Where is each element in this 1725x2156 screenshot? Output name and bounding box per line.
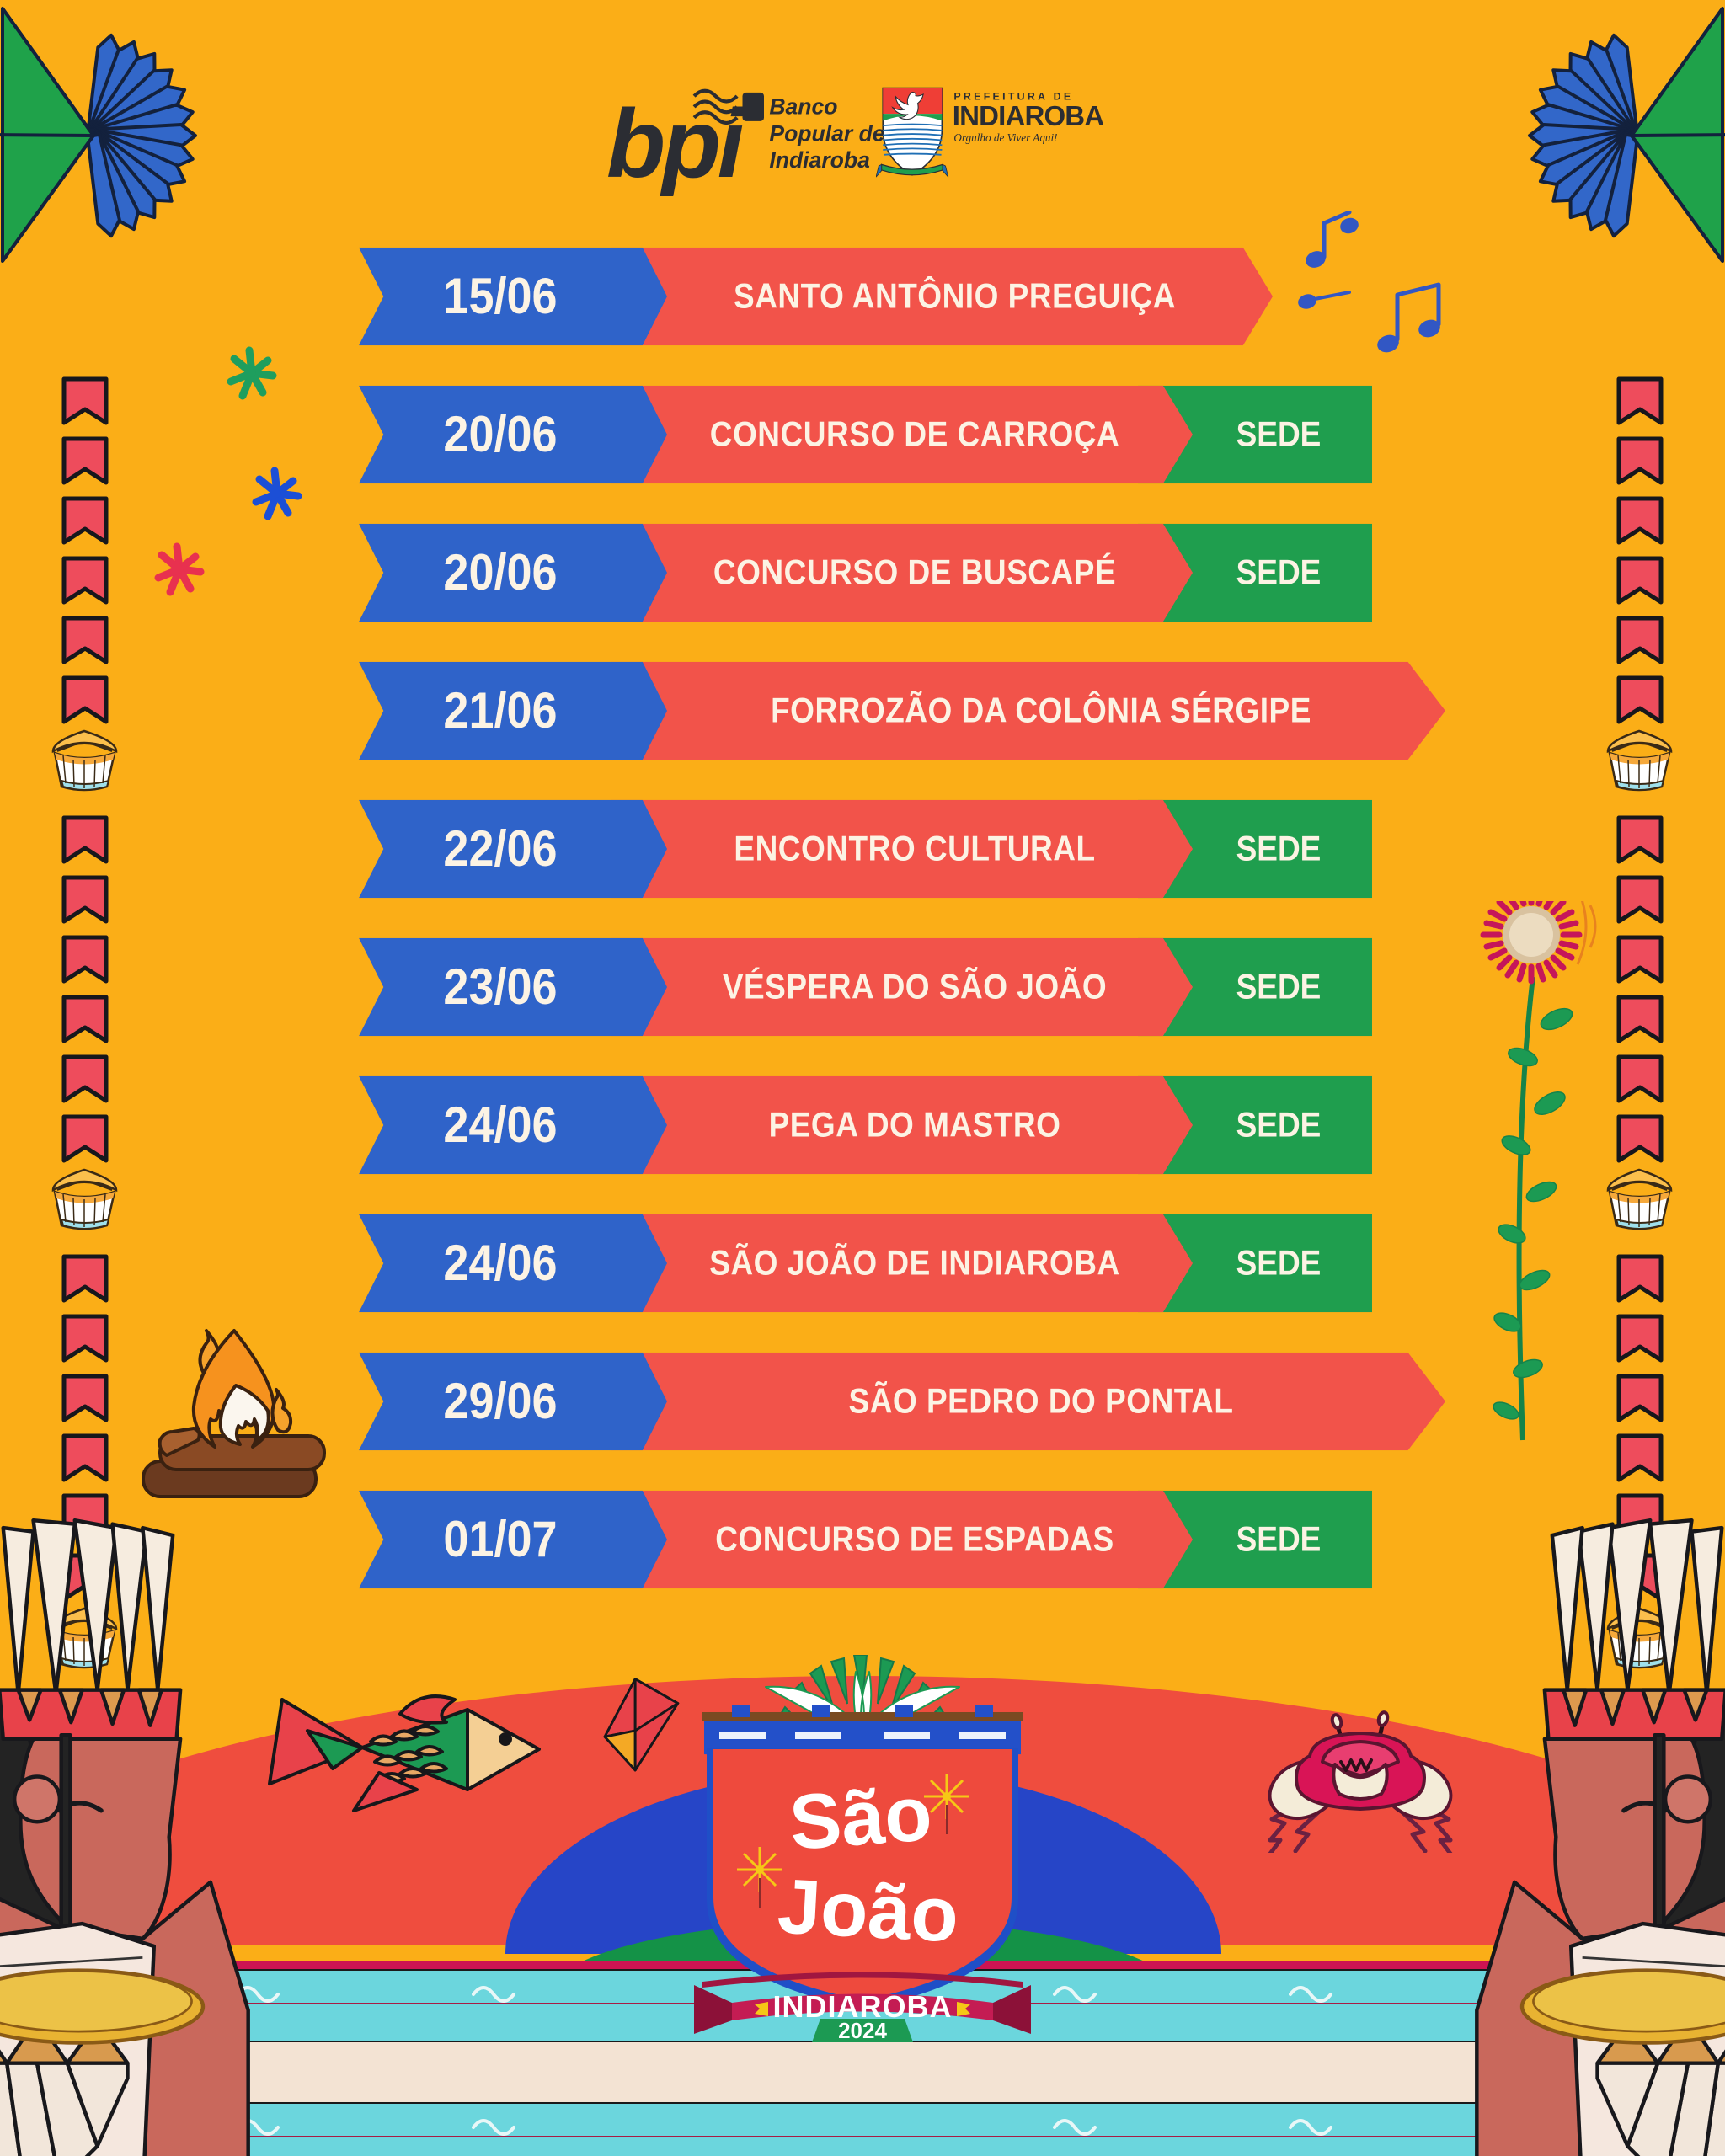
svg-text:São: São (787, 1770, 934, 1866)
svg-text:Banco: Banco (769, 93, 837, 119)
svg-text:Orgulho de Viver Aqui!: Orgulho de Viver Aqui! (953, 131, 1057, 144)
svg-text:INDIAROBA: INDIAROBA (953, 100, 1104, 131)
svg-text:Popular de: Popular de (769, 120, 884, 146)
svg-text:Indiaroba: Indiaroba (769, 147, 869, 173)
svg-text:2024: 2024 (838, 2018, 887, 2043)
svg-text:bpi: bpi (606, 90, 746, 196)
svg-text:João: João (776, 1863, 961, 1958)
